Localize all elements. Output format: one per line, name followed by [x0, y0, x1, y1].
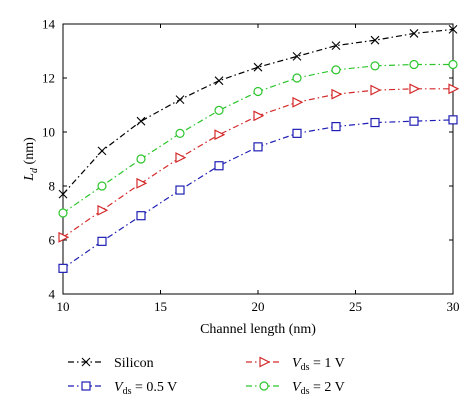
series-2 [58, 83, 460, 243]
data-point [409, 116, 419, 126]
data-point [214, 161, 224, 171]
data-point [292, 52, 302, 61]
data-point [331, 121, 341, 132]
data-point [292, 73, 302, 83]
data-point [58, 208, 68, 218]
data-point [214, 76, 224, 86]
data-point [175, 152, 187, 164]
data-point [448, 115, 458, 125]
series-line [62, 119, 454, 269]
x-tick-label: 20 [252, 299, 265, 314]
legend-item: Vds = 2 V [246, 380, 345, 397]
data-point [136, 154, 146, 164]
data-point [409, 83, 421, 95]
data-point [370, 61, 380, 71]
data-point [253, 86, 263, 97]
data-point [292, 96, 304, 108]
legend-label: Vds = 2 V [292, 380, 345, 397]
data-point [58, 189, 68, 199]
legend-item: Silicon [68, 356, 154, 371]
legend-label: Silicon [114, 356, 154, 371]
series-3 [58, 59, 458, 218]
data-point [331, 41, 341, 50]
x-tick-label: 30 [447, 299, 460, 314]
legend: Silicon Vds = 0.5 V Vds = 1 V Vds = 2 V [68, 356, 345, 397]
x-tick-label: 25 [349, 299, 362, 314]
y-tick-label: 12 [42, 71, 55, 86]
x-tick-label: 10 [57, 299, 70, 314]
legend-label: Vds = 0.5 V [114, 380, 177, 397]
data-point [58, 263, 68, 273]
series-line [62, 28, 454, 195]
legend-item: Vds = 1 V [246, 356, 345, 373]
data-point [448, 59, 458, 70]
data-point [253, 62, 263, 72]
data-point [97, 204, 109, 216]
legend-item: Vds = 0.5 V [68, 380, 177, 397]
legend-label: Vds = 1 V [292, 356, 345, 373]
series-line [62, 63, 453, 214]
data-point [97, 181, 107, 191]
data-point [331, 88, 343, 100]
y-axis-title-group: Ld (nm) [22, 137, 40, 182]
data-point [331, 65, 341, 75]
y-tick-label: 14 [42, 17, 56, 32]
x-tick-label: 15 [154, 299, 167, 314]
data-point [253, 110, 265, 122]
data-point [409, 29, 419, 38]
data-point [448, 83, 460, 95]
series-0 [58, 25, 458, 199]
data-point [136, 211, 146, 221]
data-point [175, 128, 185, 138]
data-point [58, 231, 70, 243]
data-point [409, 59, 419, 70]
x-axis-title: Channel length (nm) [200, 322, 316, 337]
data-point [97, 146, 107, 156]
data-point [175, 185, 185, 195]
data-point [448, 25, 458, 34]
data-point [214, 129, 226, 141]
y-tick-label: 4 [49, 287, 56, 302]
y-tick-label: 10 [42, 125, 55, 140]
data-point [136, 177, 148, 189]
data-point [136, 116, 146, 126]
series-line [62, 88, 453, 238]
data-point [292, 128, 302, 138]
legend-marker [81, 381, 91, 391]
legend-marker [259, 381, 269, 391]
data-point [214, 105, 224, 116]
y-axis-title: Ld (nm) [22, 137, 40, 182]
legend-marker [259, 356, 271, 368]
data-point [253, 142, 263, 152]
legend-marker [81, 357, 91, 367]
y-tick-label: 6 [49, 233, 56, 248]
data-point [97, 236, 107, 246]
data-point [370, 35, 380, 45]
data-point [370, 84, 382, 96]
series-1 [58, 115, 458, 273]
plot-frame [62, 23, 454, 295]
data-point [370, 117, 380, 128]
y-tick-label: 8 [49, 179, 56, 194]
data-point [175, 95, 185, 104]
